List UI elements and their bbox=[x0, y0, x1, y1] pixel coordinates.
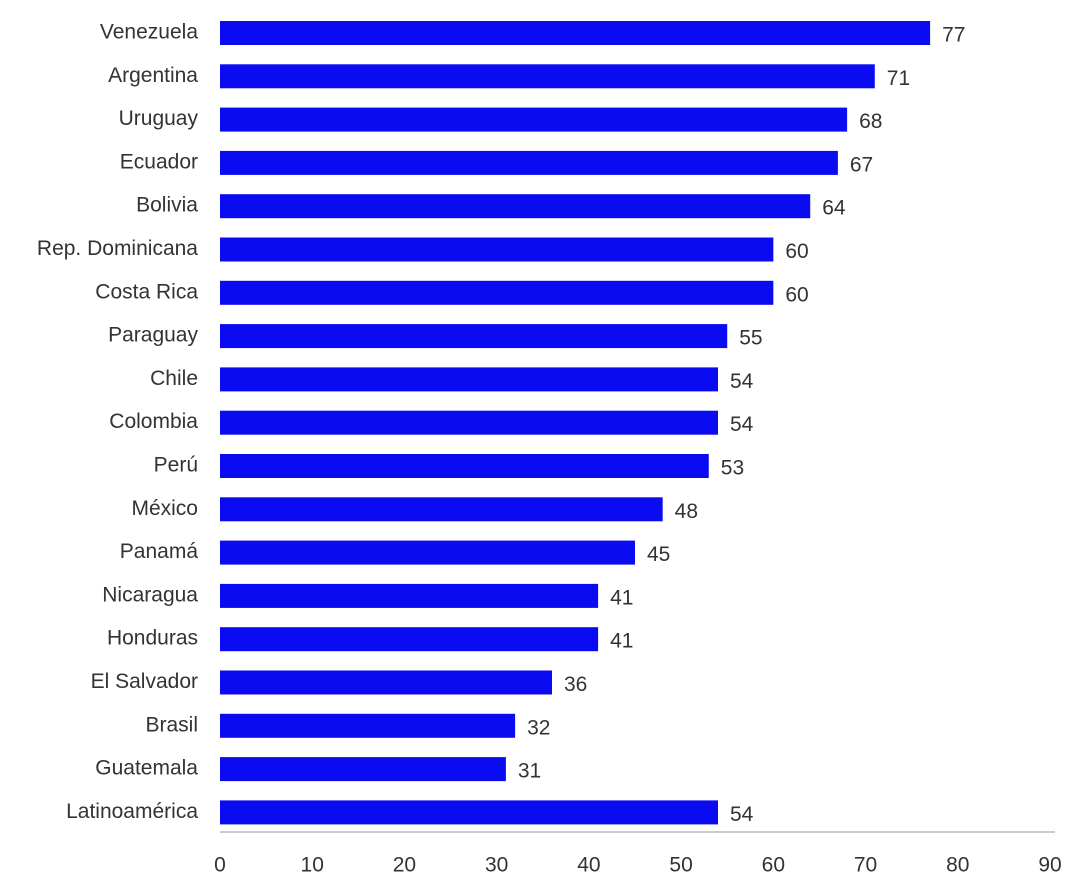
bar bbox=[220, 238, 773, 262]
y-tick-label: Ecuador bbox=[120, 150, 198, 173]
y-tick-label: Guatemala bbox=[95, 757, 198, 780]
bar bbox=[220, 194, 810, 218]
value-label: 67 bbox=[850, 153, 873, 176]
value-label: 71 bbox=[887, 67, 910, 90]
value-label: 31 bbox=[518, 760, 541, 783]
chart: 0 10 20 30 40 50 60 70 80 90 Venezuela 77 Argentina 7… bbox=[0, 0, 1066, 892]
value-label: 68 bbox=[859, 110, 882, 133]
bar bbox=[220, 584, 598, 608]
bar bbox=[220, 757, 506, 781]
x-tick-label: 30 bbox=[485, 854, 508, 877]
bar bbox=[220, 411, 718, 435]
bar bbox=[220, 627, 598, 651]
bar bbox=[220, 541, 635, 565]
value-label: 53 bbox=[721, 457, 744, 480]
value-label: 41 bbox=[610, 630, 633, 653]
x-tick-label: 60 bbox=[762, 854, 785, 877]
bar bbox=[220, 367, 718, 391]
y-tick-label: El Salvador bbox=[91, 670, 198, 693]
x-tick-label: 50 bbox=[669, 854, 692, 877]
bar bbox=[220, 281, 773, 305]
bar bbox=[220, 714, 515, 738]
value-label: 45 bbox=[647, 543, 670, 566]
bar bbox=[220, 108, 847, 132]
x-tick-label: 90 bbox=[1038, 854, 1061, 877]
value-label: 77 bbox=[942, 24, 965, 47]
x-tick-label: 20 bbox=[393, 854, 416, 877]
x-tick-label: 80 bbox=[946, 854, 969, 877]
value-label: 48 bbox=[675, 500, 698, 523]
value-label: 54 bbox=[730, 370, 754, 393]
value-label: 60 bbox=[785, 283, 808, 306]
bar bbox=[220, 671, 552, 695]
y-tick-label: Paraguay bbox=[108, 324, 198, 347]
bar bbox=[220, 324, 727, 348]
y-tick-label: Perú bbox=[154, 454, 198, 477]
y-tick-label: Latinoamérica bbox=[66, 800, 198, 823]
value-label: 36 bbox=[564, 673, 587, 696]
y-tick-label: Brasil bbox=[145, 713, 198, 736]
bar bbox=[220, 151, 838, 175]
bar bbox=[220, 64, 875, 88]
value-label: 64 bbox=[822, 197, 846, 220]
x-tick-label: 40 bbox=[577, 854, 600, 877]
value-label: 41 bbox=[610, 586, 633, 609]
y-tick-label: México bbox=[131, 497, 198, 520]
value-label: 32 bbox=[527, 716, 550, 739]
y-tick-label: Honduras bbox=[107, 627, 198, 650]
value-label: 55 bbox=[739, 327, 762, 350]
y-tick-label: Chile bbox=[150, 367, 198, 390]
bar bbox=[220, 21, 930, 45]
x-tick-label: 70 bbox=[854, 854, 877, 877]
y-tick-label: Panamá bbox=[120, 540, 199, 563]
value-label: 54 bbox=[730, 413, 754, 436]
y-tick-label: Uruguay bbox=[119, 107, 199, 130]
y-tick-label: Bolivia bbox=[136, 194, 198, 217]
value-label: 60 bbox=[785, 240, 808, 263]
bar bbox=[220, 454, 709, 478]
bar bbox=[220, 497, 663, 521]
x-tick-label: 0 bbox=[214, 854, 226, 877]
y-tick-label: Colombia bbox=[109, 410, 198, 433]
value-label: 54 bbox=[730, 803, 754, 826]
y-tick-label: Venezuela bbox=[100, 21, 198, 44]
x-tick-label: 10 bbox=[301, 854, 324, 877]
y-tick-label: Rep. Dominicana bbox=[37, 237, 198, 260]
y-tick-label: Nicaragua bbox=[102, 583, 198, 606]
y-tick-label: Argentina bbox=[108, 64, 198, 87]
bar bbox=[220, 800, 718, 824]
y-tick-label: Costa Rica bbox=[95, 280, 198, 303]
